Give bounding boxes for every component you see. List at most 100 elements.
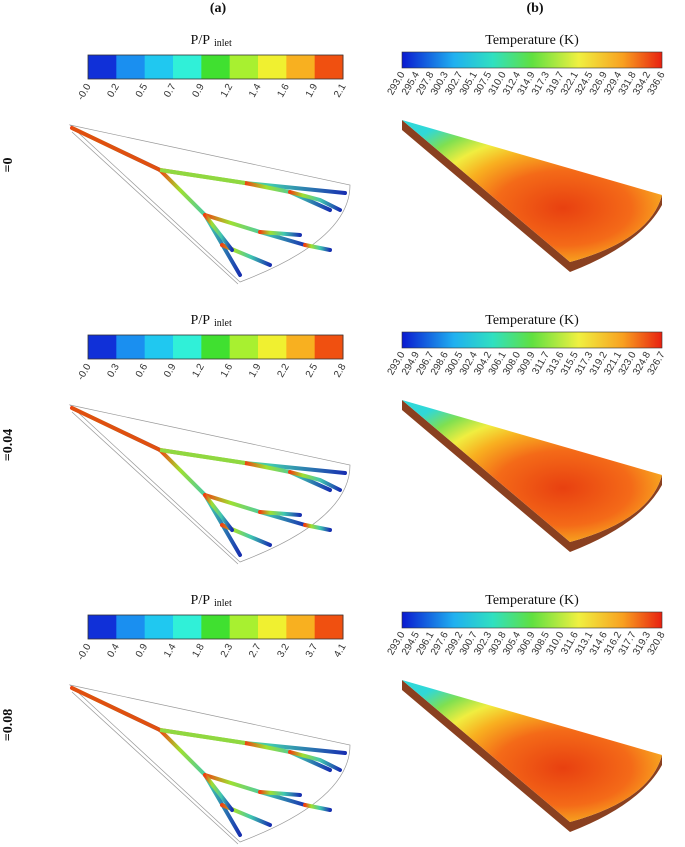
colorbar	[401, 611, 663, 629]
colorbar-segment	[201, 55, 231, 79]
colorbar-segment	[286, 615, 316, 639]
colorbar-tick-label: 2.1	[332, 82, 349, 100]
colorbar-tick-label: 1.8	[190, 642, 207, 660]
colorbar-title: P/P	[191, 33, 211, 48]
pipe	[258, 790, 302, 797]
colorbar-tick-label: 0.9	[134, 642, 151, 660]
colorbar-title-sub: inlet	[214, 38, 232, 49]
colorbar-tick-label: 1.2	[219, 82, 236, 100]
pipe	[71, 686, 161, 732]
colorbar-segment	[229, 55, 259, 79]
colorbar-segment	[144, 615, 174, 639]
colorbar-tick-label: 2.7	[247, 642, 264, 660]
colorbar-segment	[286, 335, 316, 359]
colorbar-segment	[201, 615, 231, 639]
pipe	[203, 213, 234, 252]
column-label: (b)	[526, 1, 543, 16]
column-label: (a)	[210, 1, 227, 16]
pipe	[159, 168, 246, 185]
colorbar-frame	[87, 334, 344, 360]
colorbar	[401, 51, 663, 69]
pipe	[71, 406, 161, 452]
colorbar-title: P/P	[191, 593, 211, 608]
colorbar-tick-label: 1.4	[247, 82, 264, 100]
colorbar-segment	[173, 335, 202, 359]
pipe	[203, 773, 234, 812]
pipe	[203, 493, 234, 532]
colorbar-segment	[88, 335, 117, 359]
colorbar-tick-label: 2.2	[275, 362, 292, 380]
figure-row: =0.04 P/P inlet -0.0 0.3 0.6 0.9 1.2 1.6 1.9 2.2 2.…	[1, 313, 668, 565]
colorbar-segment	[229, 615, 259, 639]
colorbar-segment	[144, 335, 174, 359]
colorbar-tick-label: 3.7	[304, 642, 321, 660]
colorbar	[401, 331, 663, 349]
temperature-field	[402, 400, 662, 542]
figure-row: =0.08 P/P inlet -0.0 0.4 0.9 1.4 1.8 2.3 2.7 3.2 3.…	[1, 593, 668, 845]
colorbar-segment	[116, 55, 146, 79]
temperature-field	[402, 120, 662, 262]
colorbar-tick-label: 1.9	[304, 82, 321, 100]
colorbar-tick-label: 1.4	[162, 642, 179, 660]
domain-outline	[68, 404, 351, 565]
colorbar-segment	[173, 615, 202, 639]
colorbar-title: Temperature (K)	[485, 313, 579, 328]
colorbar-segment	[229, 335, 259, 359]
colorbar-tick-label: 0.9	[162, 362, 179, 380]
colorbar-title: Temperature (K)	[485, 593, 579, 608]
colorbar-tick-label: 4.1	[332, 642, 349, 660]
pipe	[303, 243, 332, 252]
pipe	[258, 510, 302, 517]
colorbar-segment	[88, 615, 117, 639]
colorbar-tick-label: 2.3	[219, 642, 236, 660]
colorbar-tick-label: 0.6	[134, 362, 151, 380]
colorbar-tick-label: 0.9	[190, 82, 207, 100]
colorbar-title: P/P	[191, 313, 211, 328]
colorbar-segment	[258, 55, 287, 79]
pipe	[288, 750, 342, 772]
colorbar-title-sub: inlet	[214, 598, 232, 609]
colorbar-tick-label: 0.2	[105, 82, 122, 100]
colorbar-tick-label: 0.4	[105, 642, 122, 660]
figure-row: =0 P/P inlet -0.0 0.2 0.5 0.7 0.9 1.2 1.4 1.6 1.9 2.…	[1, 33, 668, 285]
colorbar-segment	[116, 335, 146, 359]
colorbar-segment	[286, 55, 316, 79]
colorbar-tick-label: 1.9	[247, 362, 264, 380]
colorbar-tick-label: 3.2	[275, 642, 292, 660]
colorbar-segment	[173, 55, 202, 79]
row-label: =0	[1, 158, 16, 173]
colorbar-frame	[87, 54, 344, 80]
pipe	[288, 470, 342, 492]
colorbar-segment	[314, 55, 344, 79]
colorbar-segment	[314, 335, 344, 359]
row-label: =0.08	[1, 709, 16, 741]
colorbar-segment	[88, 55, 117, 79]
colorbar-tick-label: 1.6	[219, 362, 236, 380]
colorbar-tick-label: -0.0	[75, 82, 93, 103]
domain-outline	[68, 684, 351, 845]
colorbar-segment	[116, 615, 146, 639]
colorbar-tick-label: 0.5	[134, 82, 151, 100]
colorbar-frame	[87, 614, 344, 640]
pipe	[159, 728, 246, 745]
pipe	[303, 803, 332, 812]
colorbar-tick-label: 2.8	[332, 362, 349, 380]
colorbar-segment	[144, 55, 174, 79]
row-label: =0.04	[1, 429, 16, 461]
pipe	[288, 190, 342, 212]
pipe	[303, 523, 332, 532]
colorbar-tick-label: 0.7	[162, 82, 179, 100]
colorbar-segment	[258, 615, 287, 639]
domain-outline	[68, 124, 351, 285]
colorbar-tick-label: 1.6	[275, 82, 292, 100]
colorbar-tick-label: -0.0	[75, 362, 93, 383]
colorbar-tick-label: 2.5	[304, 362, 321, 380]
pipe	[71, 126, 161, 172]
colorbar-title: Temperature (K)	[485, 33, 579, 48]
colorbar-segment	[258, 335, 287, 359]
colorbar-tick-label: 0.3	[105, 362, 122, 380]
colorbar-tick-label: 1.2	[190, 362, 207, 380]
temperature-field	[402, 680, 662, 822]
pipe	[159, 448, 246, 465]
colorbar-segment	[314, 615, 344, 639]
